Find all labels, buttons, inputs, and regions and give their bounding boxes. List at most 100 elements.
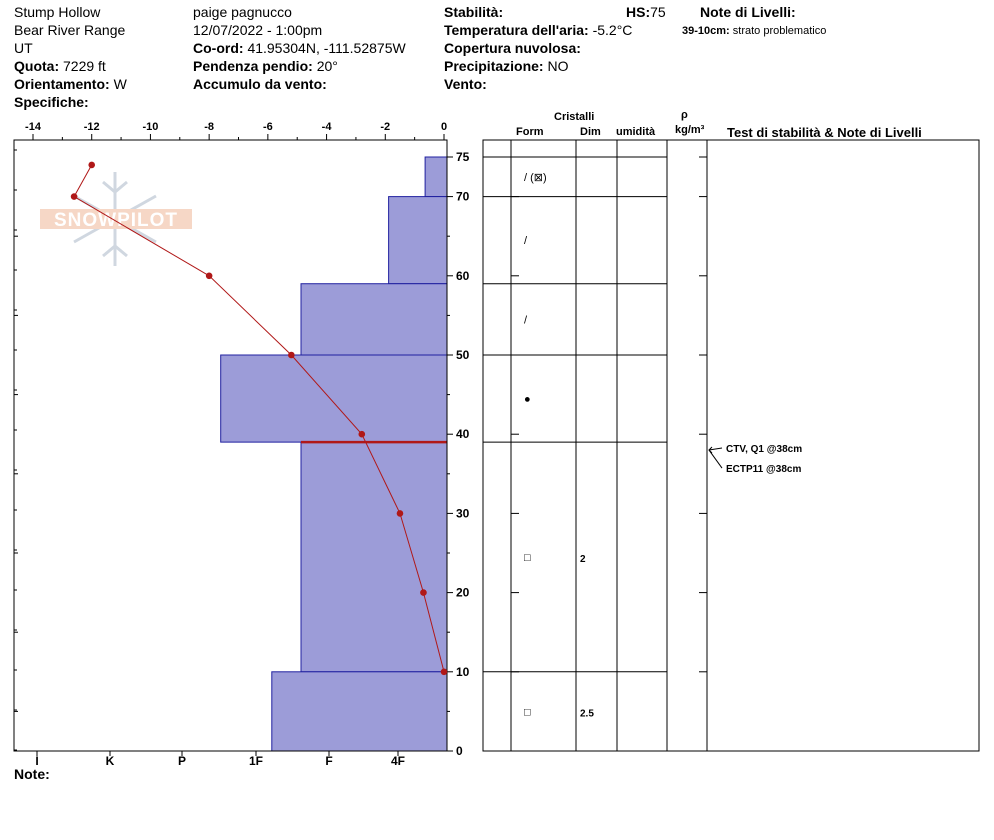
- slope-value: 20°: [316, 58, 338, 74]
- notes-label: Note:: [14, 766, 50, 782]
- location-name: Stump Hollow: [14, 4, 101, 20]
- test-label-1: ECTP11 @38cm: [726, 464, 801, 475]
- temp-tick-label: -4: [322, 121, 333, 133]
- layer-note-text: strato problematico: [732, 25, 827, 37]
- state: UT: [14, 40, 33, 56]
- layer-form-1: /: [524, 235, 528, 247]
- aspect-label: Orientamento:: [14, 76, 110, 92]
- observer-name: paige pagnucco: [193, 4, 292, 20]
- layer-form-2: /: [524, 314, 528, 326]
- hs-label: HS:: [626, 4, 651, 20]
- coord-value: 41.95304N, -111.52875W: [247, 40, 406, 56]
- temperature-point: [70, 193, 78, 200]
- hardness-layer-5: [271, 671, 448, 752]
- mountain-range: Bear River Range: [14, 22, 126, 38]
- temperature-point: [420, 589, 427, 596]
- wind-label: Vento:: [444, 76, 487, 92]
- temperature-point: [205, 272, 213, 280]
- depth-tick-label: 30: [456, 506, 470, 520]
- slope-label: Pendenza pendio:: [193, 58, 313, 74]
- layer-form-4: □: [524, 552, 531, 564]
- layer-size-4: 2: [580, 554, 586, 565]
- temp-tick-label: -8: [204, 121, 214, 133]
- depth-tick-label: 70: [456, 190, 470, 204]
- stability-label: Stabilità:: [444, 4, 504, 20]
- air-temp-value: -5.2°C: [592, 22, 633, 38]
- temperature-profile: [70, 161, 448, 676]
- specifics-label: Specifiche:: [14, 94, 89, 110]
- layer-size-5: 2.5: [580, 708, 594, 719]
- test-label-0: CTV, Q1 @38cm: [726, 444, 802, 455]
- hardness-layer-4: [300, 441, 448, 673]
- hardness-tick-label: P: [178, 754, 186, 768]
- test-arrow-icon: [708, 446, 713, 454]
- cloud-cover-label: Copertura nuvolosa:: [444, 40, 581, 56]
- density-symbol: ρ: [681, 109, 688, 121]
- temp-tick-label: -2: [380, 121, 390, 133]
- hardness-layer-0: [424, 156, 448, 198]
- elevation-value: 7229 ft: [63, 58, 106, 74]
- layer-table-frame: [482, 139, 708, 752]
- layer-form-0: / (⊠): [524, 172, 547, 184]
- coordinates: Co-ord: 41.95304N, -111.52875W: [193, 40, 406, 57]
- depth-tick-label: 0: [456, 744, 463, 758]
- temperature-point: [88, 161, 96, 169]
- observation-datetime: 12/07/2022 - 1:00pm: [193, 22, 323, 38]
- hardness-tick-label: F: [325, 754, 332, 768]
- air-temperature: Temperatura dell'aria: -5.2°C: [444, 22, 632, 39]
- layer-notes-label: Note di Livelli:: [700, 4, 796, 20]
- wind-loading-label: Accumulo da vento:: [193, 76, 327, 92]
- temperature-point: [396, 510, 404, 517]
- layer-form-5: □: [524, 706, 531, 718]
- temp-tick-label: 0: [441, 121, 447, 133]
- watermark-text: SNOWPILOT: [54, 210, 178, 231]
- temperature-point: [288, 351, 295, 359]
- hardness-layers: [220, 156, 448, 752]
- temp-tick-label: -12: [84, 121, 100, 133]
- aspect: Orientamento: W: [14, 76, 127, 93]
- hardness-tick-label: 4F: [391, 754, 405, 768]
- tests-notes-header: Test di stabilità & Note di Livelli: [727, 125, 922, 140]
- aspect-value: W: [113, 76, 127, 92]
- hardness-tick-label: K: [106, 754, 115, 768]
- hardness-layer-2: [300, 283, 448, 356]
- chart-axes: -14 -12 -10 -8 -6 -4 -2 0 0 10 20 30 40 50 60 70 75 I K P 1F…: [13, 121, 470, 768]
- air-temp-label: Temperatura dell'aria:: [444, 22, 589, 38]
- hardness-tick-label: 1F: [249, 754, 263, 768]
- depth-tick-label: 20: [456, 586, 470, 600]
- moisture-header: umidità: [616, 126, 656, 138]
- layer-grid: / (⊠) / / ● □ 2 □ 2.5 CTV, Q1 @38cm ECTP11 @38cm: [482, 139, 980, 752]
- elevation: Quota: 7229 ft: [14, 58, 106, 75]
- depth-tick-label: 10: [456, 665, 470, 679]
- temp-tick-label: -6: [263, 121, 273, 133]
- coord-label: Co-ord:: [193, 40, 244, 56]
- temp-tick-label: -10: [142, 121, 158, 133]
- test-pointer: [708, 447, 723, 451]
- size-header: Dim: [580, 126, 601, 138]
- precip-label: Precipitazione:: [444, 58, 544, 74]
- temperature-point: [358, 430, 366, 438]
- depth-tick-label: 75: [456, 150, 470, 164]
- temperature-line: [73, 164, 445, 672]
- density-unit: kg/m³: [675, 124, 705, 136]
- elevation-label: Quota:: [14, 58, 60, 74]
- layer-note: 39-10cm: strato problematico: [682, 25, 826, 38]
- temp-tick-label: -14: [25, 121, 42, 133]
- hardness-tick-label: I: [35, 754, 38, 768]
- hardness-layer-3: [220, 354, 448, 443]
- hardness-layer-1: [388, 196, 448, 285]
- crystals-header: Cristalli: [554, 111, 595, 123]
- depth-tick-label: 50: [456, 348, 470, 362]
- test-pointer: [708, 449, 723, 469]
- precip-value: NO: [547, 58, 569, 74]
- temperature-point: [440, 668, 448, 676]
- watermark-band: [40, 209, 192, 229]
- depth-tick-label: 60: [456, 269, 470, 283]
- tests-frame: [706, 139, 980, 752]
- depth-tick-label: 40: [456, 427, 470, 441]
- precipitation: Precipitazione: NO: [444, 58, 568, 75]
- plot-frame: [13, 139, 448, 752]
- hs-value: 75: [650, 4, 666, 20]
- slope: Pendenza pendio: 20°: [193, 58, 338, 75]
